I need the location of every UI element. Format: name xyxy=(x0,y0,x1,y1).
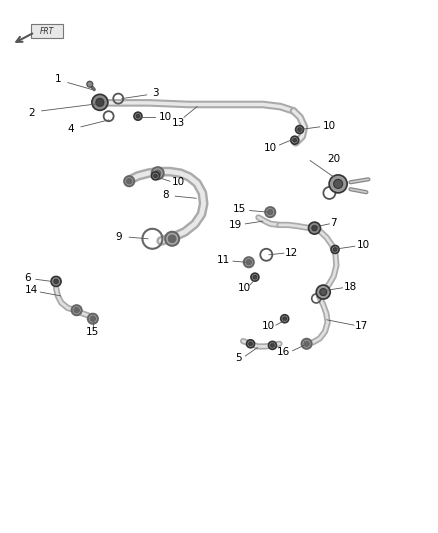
Circle shape xyxy=(247,340,254,348)
Circle shape xyxy=(127,179,132,184)
Circle shape xyxy=(74,308,79,313)
Circle shape xyxy=(90,316,95,321)
Circle shape xyxy=(136,115,140,118)
Circle shape xyxy=(54,279,58,284)
Circle shape xyxy=(308,222,321,234)
Circle shape xyxy=(246,260,251,265)
Circle shape xyxy=(92,94,108,110)
Circle shape xyxy=(152,167,164,179)
Circle shape xyxy=(87,81,93,87)
Circle shape xyxy=(165,232,179,246)
Text: 10: 10 xyxy=(323,121,336,131)
Circle shape xyxy=(293,139,297,142)
Circle shape xyxy=(96,98,104,107)
Circle shape xyxy=(168,235,176,243)
Text: 10: 10 xyxy=(172,177,185,187)
Text: 8: 8 xyxy=(162,190,169,199)
Circle shape xyxy=(331,245,339,254)
Text: 18: 18 xyxy=(344,282,357,292)
Circle shape xyxy=(253,276,257,279)
Text: 10: 10 xyxy=(357,240,370,250)
Text: 14: 14 xyxy=(25,286,38,295)
Text: 11: 11 xyxy=(217,255,230,265)
Text: 1: 1 xyxy=(54,74,61,84)
Circle shape xyxy=(296,125,304,134)
Circle shape xyxy=(134,112,142,120)
Text: 6: 6 xyxy=(24,273,31,283)
Text: 4: 4 xyxy=(67,124,74,134)
Circle shape xyxy=(265,207,275,217)
Circle shape xyxy=(72,305,81,315)
Text: 2: 2 xyxy=(28,108,35,118)
Text: 20: 20 xyxy=(327,154,340,164)
Circle shape xyxy=(312,225,317,231)
Text: 5: 5 xyxy=(235,353,242,363)
Circle shape xyxy=(334,180,343,188)
Circle shape xyxy=(268,209,273,215)
Text: 7: 7 xyxy=(330,218,337,228)
Text: 15: 15 xyxy=(233,205,246,214)
Text: 10: 10 xyxy=(238,283,251,293)
Circle shape xyxy=(316,285,330,299)
Text: 19: 19 xyxy=(229,220,242,230)
Circle shape xyxy=(320,288,327,296)
Circle shape xyxy=(51,277,61,286)
FancyBboxPatch shape xyxy=(31,25,63,38)
Circle shape xyxy=(249,342,252,345)
Text: 3: 3 xyxy=(152,88,159,98)
Circle shape xyxy=(244,257,254,267)
Text: 13: 13 xyxy=(172,118,185,127)
Circle shape xyxy=(302,339,311,349)
Circle shape xyxy=(333,248,337,251)
Circle shape xyxy=(283,317,286,320)
Circle shape xyxy=(291,136,299,144)
Circle shape xyxy=(281,314,289,323)
Text: 10: 10 xyxy=(261,321,275,331)
Circle shape xyxy=(124,176,134,186)
Circle shape xyxy=(251,273,259,281)
Circle shape xyxy=(271,344,274,347)
Circle shape xyxy=(298,128,301,131)
Circle shape xyxy=(154,174,157,177)
Text: FRT: FRT xyxy=(39,27,54,36)
Text: 16: 16 xyxy=(277,348,290,357)
Circle shape xyxy=(152,172,159,180)
Circle shape xyxy=(304,341,309,346)
Circle shape xyxy=(329,175,347,193)
Text: 15: 15 xyxy=(86,327,99,336)
Text: 9: 9 xyxy=(116,232,123,241)
Text: 10: 10 xyxy=(159,112,172,122)
Circle shape xyxy=(268,341,276,350)
Text: 17: 17 xyxy=(355,321,368,331)
Circle shape xyxy=(88,314,98,324)
Text: 10: 10 xyxy=(264,143,277,153)
Circle shape xyxy=(154,170,161,176)
Text: 12: 12 xyxy=(285,248,298,257)
